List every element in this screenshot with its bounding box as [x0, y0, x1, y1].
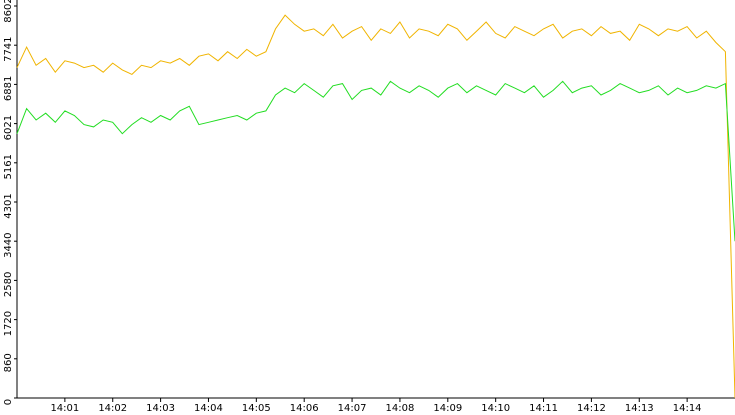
x-tick-label: 14:12: [577, 403, 606, 414]
y-tick-label: 0: [3, 399, 14, 405]
x-tick-label: 14:02: [98, 403, 127, 414]
x-tick-label: 14:07: [338, 403, 367, 414]
x-tick-label: 14:10: [481, 403, 510, 414]
y-tick-label: 8602: [3, 0, 14, 23]
x-tick-label: 14:13: [625, 403, 654, 414]
series-line: [16, 14, 735, 399]
x-tick-label: 14:06: [290, 403, 319, 414]
series-line: [16, 80, 735, 242]
x-tick-label: 14:08: [386, 403, 415, 414]
y-tick-label: 5161: [3, 154, 14, 179]
y-tick-label: 3440: [3, 232, 14, 257]
y-tick-label: 2580: [3, 272, 14, 297]
y-tick-label: 860: [3, 353, 14, 372]
y-tick-label: 1720: [3, 311, 14, 336]
x-tick-label: 14:01: [50, 403, 79, 414]
y-tick-label: 6881: [3, 76, 14, 101]
x-tick-label: 14:11: [529, 403, 558, 414]
y-tick-label: 4301: [3, 193, 14, 218]
x-tick-label: 14:05: [242, 403, 271, 414]
x-tick-label: 14:04: [194, 403, 223, 414]
x-tick-label: 14:14: [673, 403, 702, 414]
y-tick-label: 7741: [3, 36, 14, 61]
x-tick-label: 14:09: [433, 403, 462, 414]
y-tick-label: 6021: [3, 115, 14, 140]
x-tick-label: 14:03: [146, 403, 175, 414]
